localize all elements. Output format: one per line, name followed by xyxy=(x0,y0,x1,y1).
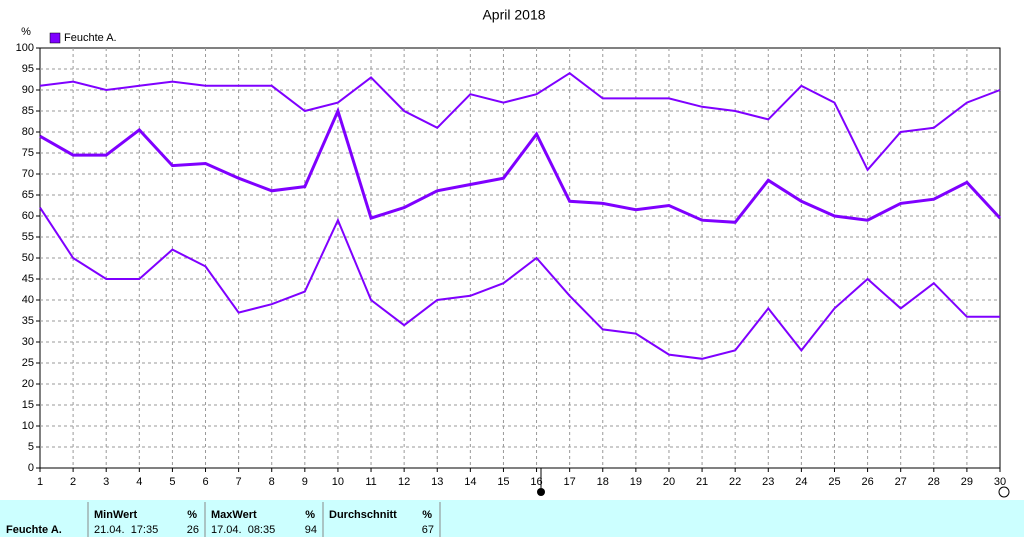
col-unit: % xyxy=(187,509,197,521)
x-tick-label: 3 xyxy=(103,476,109,488)
x-tick-label: 9 xyxy=(302,476,308,488)
cursor-end xyxy=(998,486,1010,498)
x-tick-label: 20 xyxy=(663,476,675,488)
y-tick-label: 50 xyxy=(22,252,34,264)
x-tick-label: 29 xyxy=(961,476,973,488)
y-tick-label: 30 xyxy=(22,336,34,348)
x-tick-label: 12 xyxy=(398,476,410,488)
chart-title: April 2018 xyxy=(482,7,545,23)
x-tick-label: 17 xyxy=(564,476,576,488)
legend-label: Feuchte A. xyxy=(64,32,117,44)
y-tick-label: 65 xyxy=(22,189,34,201)
cell-value: 26 xyxy=(187,524,199,536)
y-tick-label: 90 xyxy=(22,84,34,96)
cursor-start xyxy=(537,488,545,496)
x-tick-label: 10 xyxy=(332,476,344,488)
cell-value: 94 xyxy=(305,524,317,536)
y-tick-label: 35 xyxy=(22,315,34,327)
x-tick-label: 5 xyxy=(169,476,175,488)
y-tick-label: 45 xyxy=(22,273,34,285)
y-tick-label: 10 xyxy=(22,420,34,432)
cell-value: 67 xyxy=(422,524,434,536)
x-tick-label: 19 xyxy=(630,476,642,488)
col-unit: % xyxy=(305,509,315,521)
data-line xyxy=(39,207,1000,360)
y-tick-label: 60 xyxy=(22,210,34,222)
data-line xyxy=(39,106,1002,224)
cell-time: 21.04. 17:35 xyxy=(94,524,158,536)
y-tick-label: 40 xyxy=(22,294,34,306)
col-header: MinWert xyxy=(94,509,138,521)
x-tick-label: 1 xyxy=(37,476,43,488)
x-tick-label: 21 xyxy=(696,476,708,488)
y-tick-label: 70 xyxy=(22,168,34,180)
y-tick-label: 25 xyxy=(22,357,34,369)
y-tick-label: 75 xyxy=(22,147,34,159)
x-tick-label: 15 xyxy=(497,476,509,488)
x-tick-label: 18 xyxy=(597,476,609,488)
x-tick-label: 6 xyxy=(202,476,208,488)
col-header: Durchschnitt xyxy=(329,509,397,521)
x-tick-label: 13 xyxy=(431,476,443,488)
x-tick-label: 30 xyxy=(994,476,1006,488)
y-tick-label: 80 xyxy=(22,126,34,138)
x-tick-label: 16 xyxy=(530,476,542,488)
y-tick-label: 85 xyxy=(22,105,34,117)
legend-swatch xyxy=(49,32,61,44)
y-unit: % xyxy=(21,26,31,38)
x-tick-label: 2 xyxy=(70,476,76,488)
col-header: MaxWert xyxy=(211,509,257,521)
x-tick-label: 23 xyxy=(762,476,774,488)
y-tick-label: 100 xyxy=(16,42,34,54)
x-tick-label: 14 xyxy=(464,476,476,488)
y-tick-label: 0 xyxy=(28,462,34,474)
summary-panel xyxy=(0,500,1024,537)
row-label: Feuchte A. xyxy=(6,524,62,536)
y-tick-label: 20 xyxy=(22,378,34,390)
y-tick-label: 95 xyxy=(22,63,34,75)
x-tick-label: 28 xyxy=(928,476,940,488)
y-tick-label: 5 xyxy=(28,441,34,453)
y-tick-label: 55 xyxy=(22,231,34,243)
x-tick-label: 26 xyxy=(861,476,873,488)
x-tick-label: 25 xyxy=(828,476,840,488)
data-line xyxy=(39,71,1001,172)
col-unit: % xyxy=(422,509,432,521)
x-tick-label: 4 xyxy=(136,476,142,488)
x-tick-label: 22 xyxy=(729,476,741,488)
x-tick-label: 27 xyxy=(895,476,907,488)
y-tick-label: 15 xyxy=(22,399,34,411)
x-tick-label: 24 xyxy=(795,476,807,488)
cell-time: 17.04. 08:35 xyxy=(211,524,275,536)
x-tick-label: 7 xyxy=(236,476,242,488)
x-tick-label: 11 xyxy=(365,476,376,488)
x-tick-label: 8 xyxy=(269,476,275,488)
